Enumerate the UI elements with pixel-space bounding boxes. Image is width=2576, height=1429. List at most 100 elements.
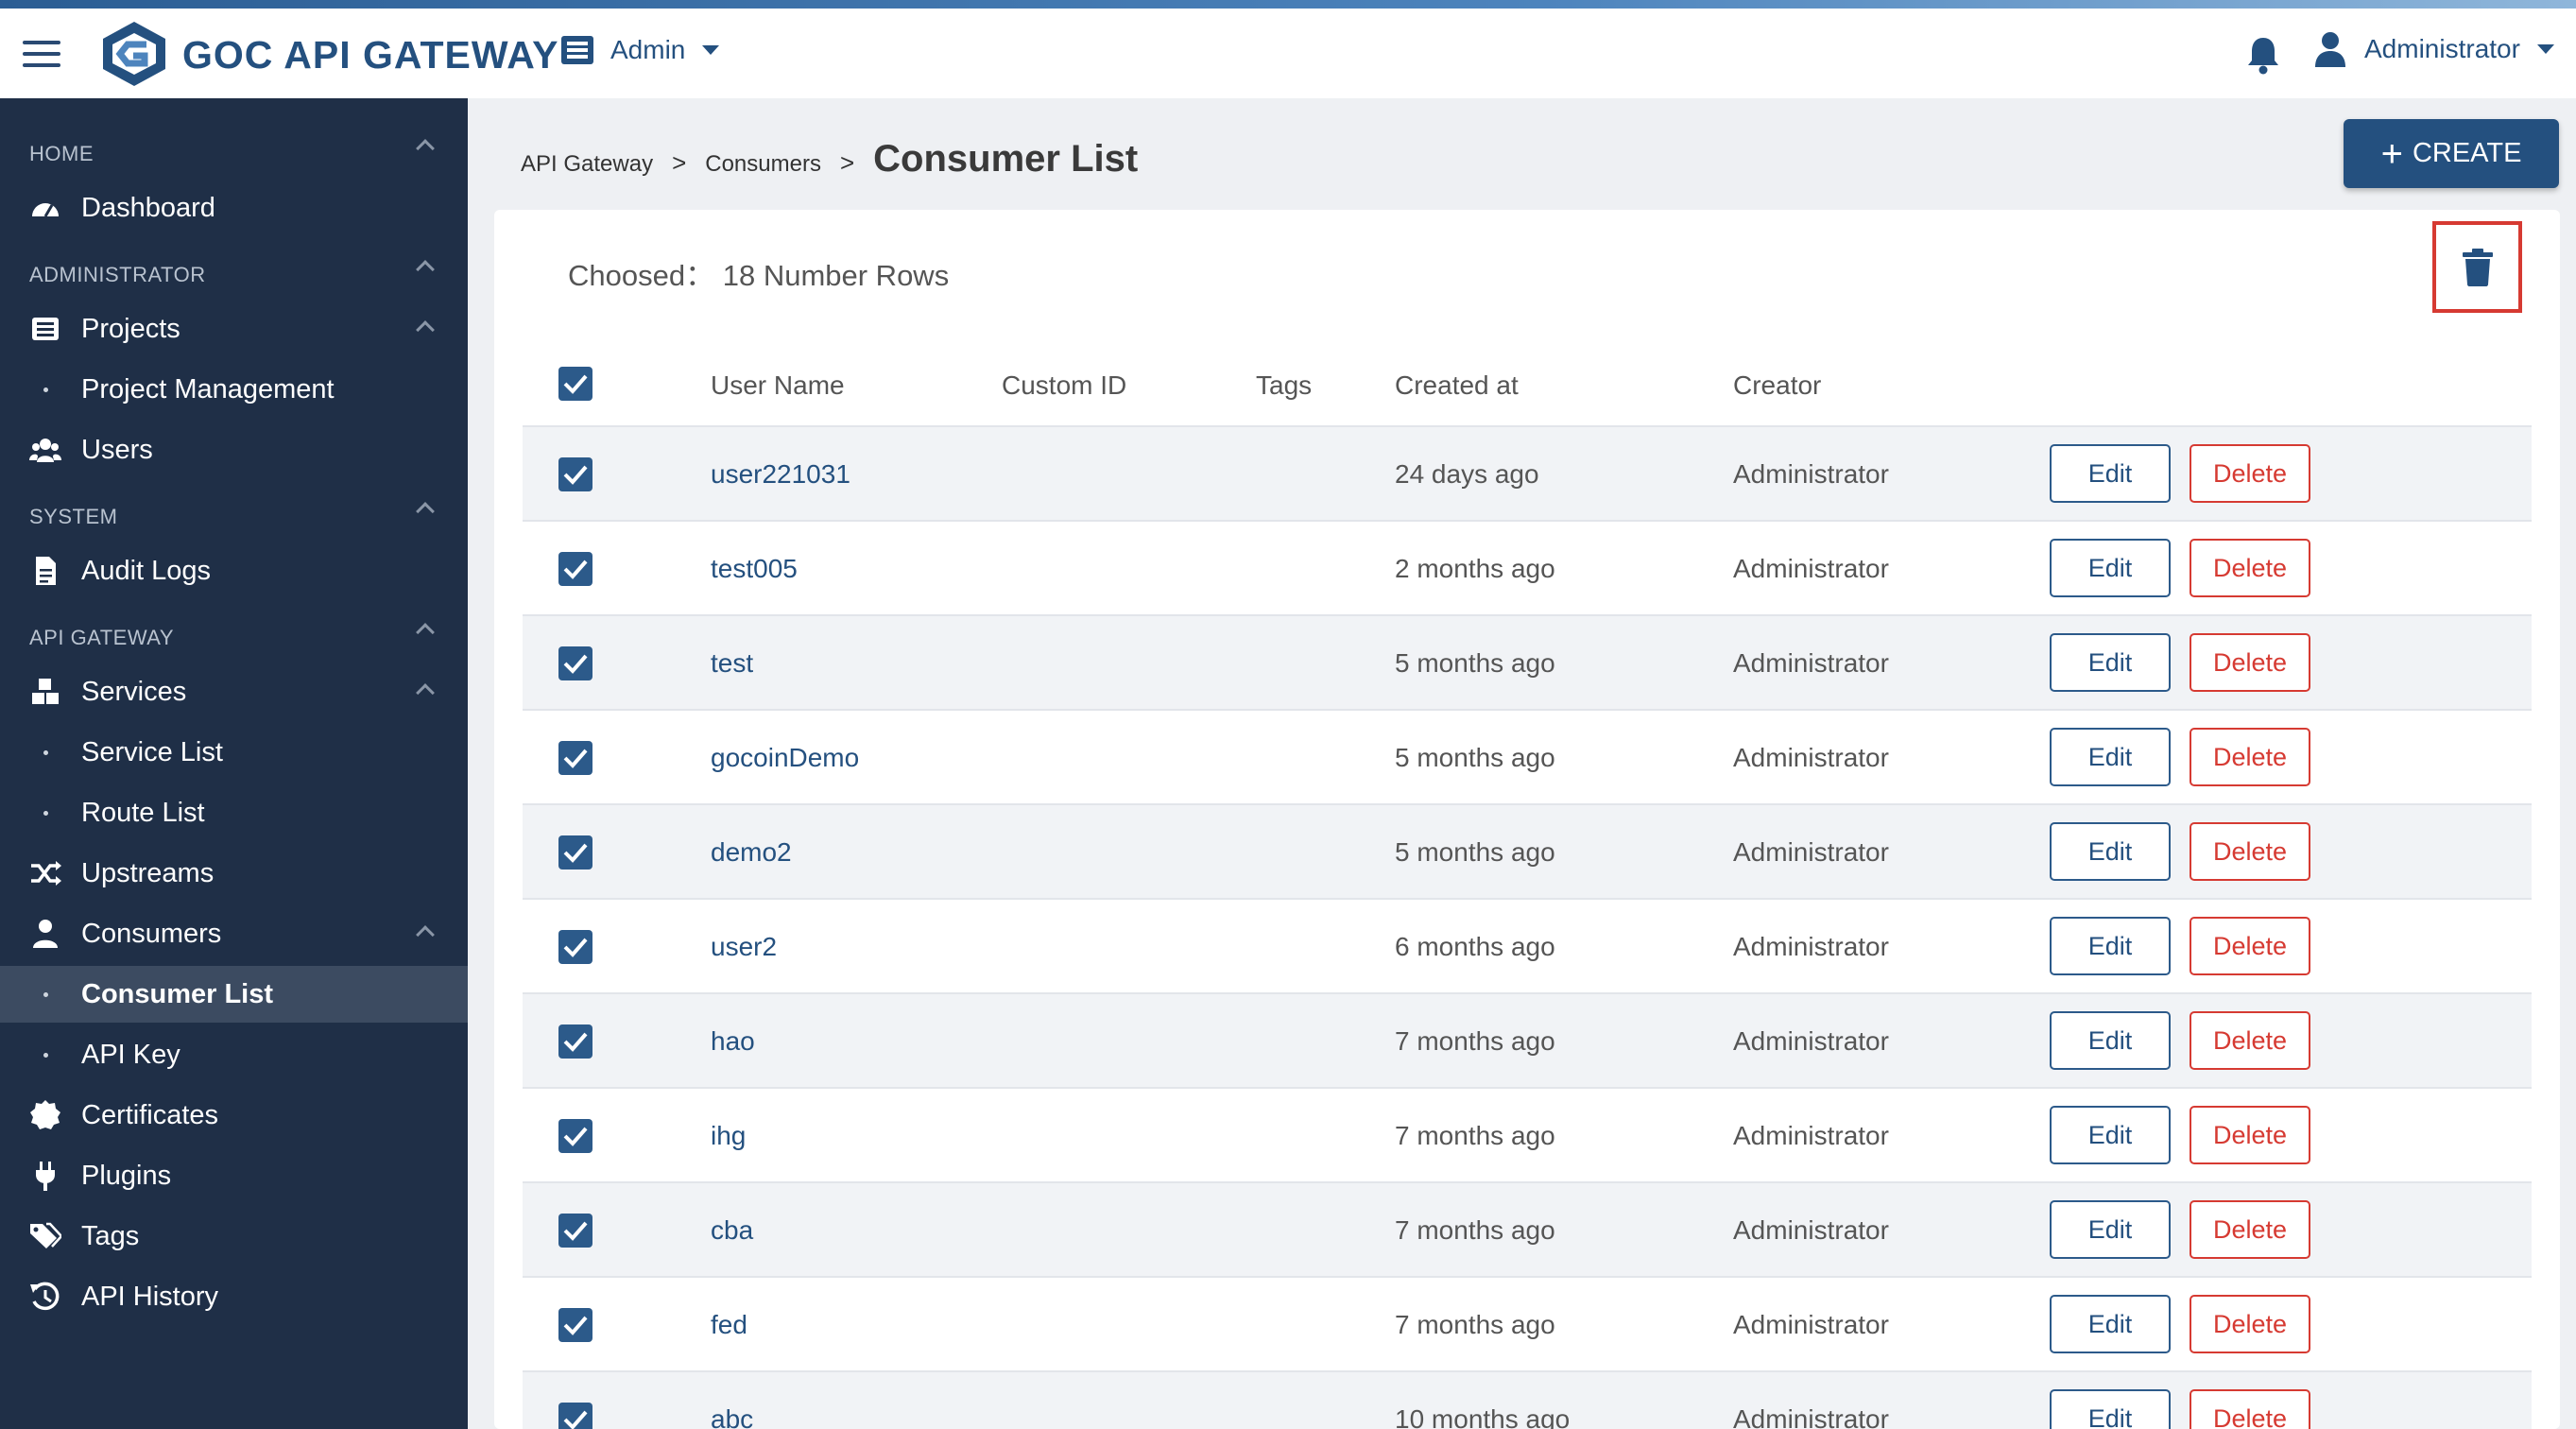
row-checkbox[interactable] (558, 1403, 592, 1429)
delete-button[interactable]: Delete (2190, 633, 2310, 692)
sidebar-item-audit-logs[interactable]: Audit Logs (0, 542, 468, 599)
sidebar-item-service-list[interactable]: Service List (0, 724, 468, 781)
page-title: Consumer List (873, 138, 1139, 180)
delete-button[interactable]: Delete (2190, 1011, 2310, 1070)
checkmark-icon (563, 1032, 588, 1052)
delete-button[interactable]: Delete (2190, 539, 2310, 597)
breadcrumb-api-gateway[interactable]: API Gateway (521, 151, 654, 177)
bell-icon[interactable] (2245, 35, 2281, 75)
row-checkbox[interactable] (558, 1214, 592, 1248)
delete-button[interactable]: Delete (2190, 917, 2310, 975)
breadcrumb-consumers[interactable]: Consumers (705, 151, 821, 177)
creator: Administrator (1733, 1215, 1889, 1245)
row-checkbox[interactable] (558, 552, 592, 586)
consumer-name-link[interactable]: fed (711, 1310, 747, 1339)
sidebar-item-users[interactable]: Users (0, 422, 468, 478)
workspace-label: Admin (610, 35, 686, 64)
column-header-tags[interactable]: Tags (1256, 370, 1313, 400)
chevron-up-icon[interactable] (416, 502, 435, 521)
selection-count: 18 Number Rows (722, 259, 950, 292)
user-icon (33, 920, 58, 948)
column-header-created-at[interactable]: Created at (1395, 370, 1519, 400)
sidebar-item-label: Project Management (81, 373, 335, 405)
select-all-checkbox[interactable] (558, 367, 592, 401)
delete-button[interactable]: Delete (2190, 728, 2310, 786)
consumer-name-link[interactable]: user221031 (711, 459, 850, 489)
edit-button[interactable]: Edit (2050, 1200, 2171, 1259)
row-checkbox[interactable] (558, 741, 592, 775)
user-dropdown[interactable]: Administrator (2313, 31, 2554, 67)
sidebar-item-tags[interactable]: Tags (0, 1208, 468, 1265)
sidebar-item-project-management[interactable]: Project Management (0, 361, 468, 418)
row-checkbox[interactable] (558, 1024, 592, 1059)
row-checkbox[interactable] (558, 835, 592, 869)
delete-button[interactable]: Delete (2190, 1200, 2310, 1259)
creator: Administrator (1733, 932, 1889, 961)
certificate-icon (30, 1100, 60, 1129)
sidebar-item-api-history[interactable]: API History (0, 1268, 468, 1325)
sidebar-item-consumer-list[interactable]: Consumer List (0, 966, 468, 1023)
tags-icon (30, 1222, 61, 1248)
delete-button[interactable]: Delete (2190, 822, 2310, 881)
consumer-name-link[interactable]: gocoinDemo (711, 743, 860, 772)
edit-button[interactable]: Edit (2050, 1295, 2171, 1353)
checkmark-icon (563, 374, 588, 394)
column-header-custom-id[interactable]: Custom ID (1002, 370, 1127, 400)
row-checkbox[interactable] (558, 930, 592, 964)
consumer-name-link[interactable]: cba (711, 1215, 754, 1245)
sidebar-item-services[interactable]: Services (0, 663, 468, 720)
sidebar-item-label: API History (81, 1281, 219, 1312)
row-checkbox[interactable] (558, 1119, 592, 1153)
consumer-name-link[interactable]: hao (711, 1026, 755, 1056)
edit-button[interactable]: Edit (2050, 633, 2171, 692)
consumer-name-link[interactable]: test005 (711, 554, 798, 583)
edit-button[interactable]: Edit (2050, 1106, 2171, 1164)
create-button[interactable]: + CREATE (2344, 119, 2559, 188)
consumer-name-link[interactable]: test (711, 648, 754, 678)
users-icon (29, 439, 61, 462)
chevron-up-icon[interactable] (416, 623, 435, 642)
consumer-name-link[interactable]: ihg (711, 1121, 747, 1150)
sidebar-item-certificates[interactable]: Certificates (0, 1087, 468, 1144)
chevron-up-icon[interactable] (416, 139, 435, 158)
consumer-name-link[interactable]: user2 (711, 932, 778, 961)
edit-button[interactable]: Edit (2050, 1389, 2171, 1429)
created-at: 7 months ago (1395, 1215, 1555, 1245)
consumer-name-link[interactable]: demo2 (711, 837, 792, 867)
chevron-up-icon[interactable] (416, 260, 435, 279)
edit-button[interactable]: Edit (2050, 822, 2171, 881)
sidebar-item-route-list[interactable]: Route List (0, 784, 468, 841)
edit-button[interactable]: Edit (2050, 917, 2171, 975)
list-icon (32, 318, 59, 340)
table-row: demo2 5 months ago Administrator Edit De… (523, 803, 2532, 898)
consumer-name-link[interactable]: abc (711, 1404, 754, 1429)
sidebar-item-plugins[interactable]: Plugins (0, 1147, 468, 1204)
table-row: user2 6 months ago Administrator Edit De… (523, 898, 2532, 992)
delete-button[interactable]: Delete (2190, 1295, 2310, 1353)
workspace-dropdown[interactable]: Admin (561, 35, 720, 65)
edit-button[interactable]: Edit (2050, 539, 2171, 597)
row-checkbox[interactable] (558, 1308, 592, 1342)
row-checkbox[interactable] (558, 646, 592, 680)
delete-button[interactable]: Delete (2190, 1106, 2310, 1164)
sidebar-item-dashboard[interactable]: Dashboard (0, 180, 468, 236)
sidebar-item-api-key[interactable]: API Key (0, 1026, 468, 1083)
column-header-user-name[interactable]: User Name (711, 370, 845, 400)
row-checkbox[interactable] (558, 457, 592, 491)
bulk-delete-button[interactable] (2432, 221, 2522, 313)
delete-button[interactable]: Delete (2190, 444, 2310, 503)
create-button-label: CREATE (2412, 138, 2522, 168)
table-row: hao 7 months ago Administrator Edit Dele… (523, 992, 2532, 1087)
sidebar-item-projects[interactable]: Projects (0, 301, 468, 357)
edit-button[interactable]: Edit (2050, 1011, 2171, 1070)
sidebar-item-label: Upstreams (81, 857, 215, 888)
hamburger-menu-icon[interactable] (23, 41, 60, 67)
delete-button[interactable]: Delete (2190, 1389, 2310, 1429)
column-header-creator[interactable]: Creator (1733, 370, 1822, 400)
created-at: 6 months ago (1395, 932, 1555, 961)
sidebar-item-upstreams[interactable]: Upstreams (0, 845, 468, 902)
edit-button[interactable]: Edit (2050, 728, 2171, 786)
created-at: 7 months ago (1395, 1121, 1555, 1150)
edit-button[interactable]: Edit (2050, 444, 2171, 503)
sidebar-item-consumers[interactable]: Consumers (0, 905, 468, 962)
